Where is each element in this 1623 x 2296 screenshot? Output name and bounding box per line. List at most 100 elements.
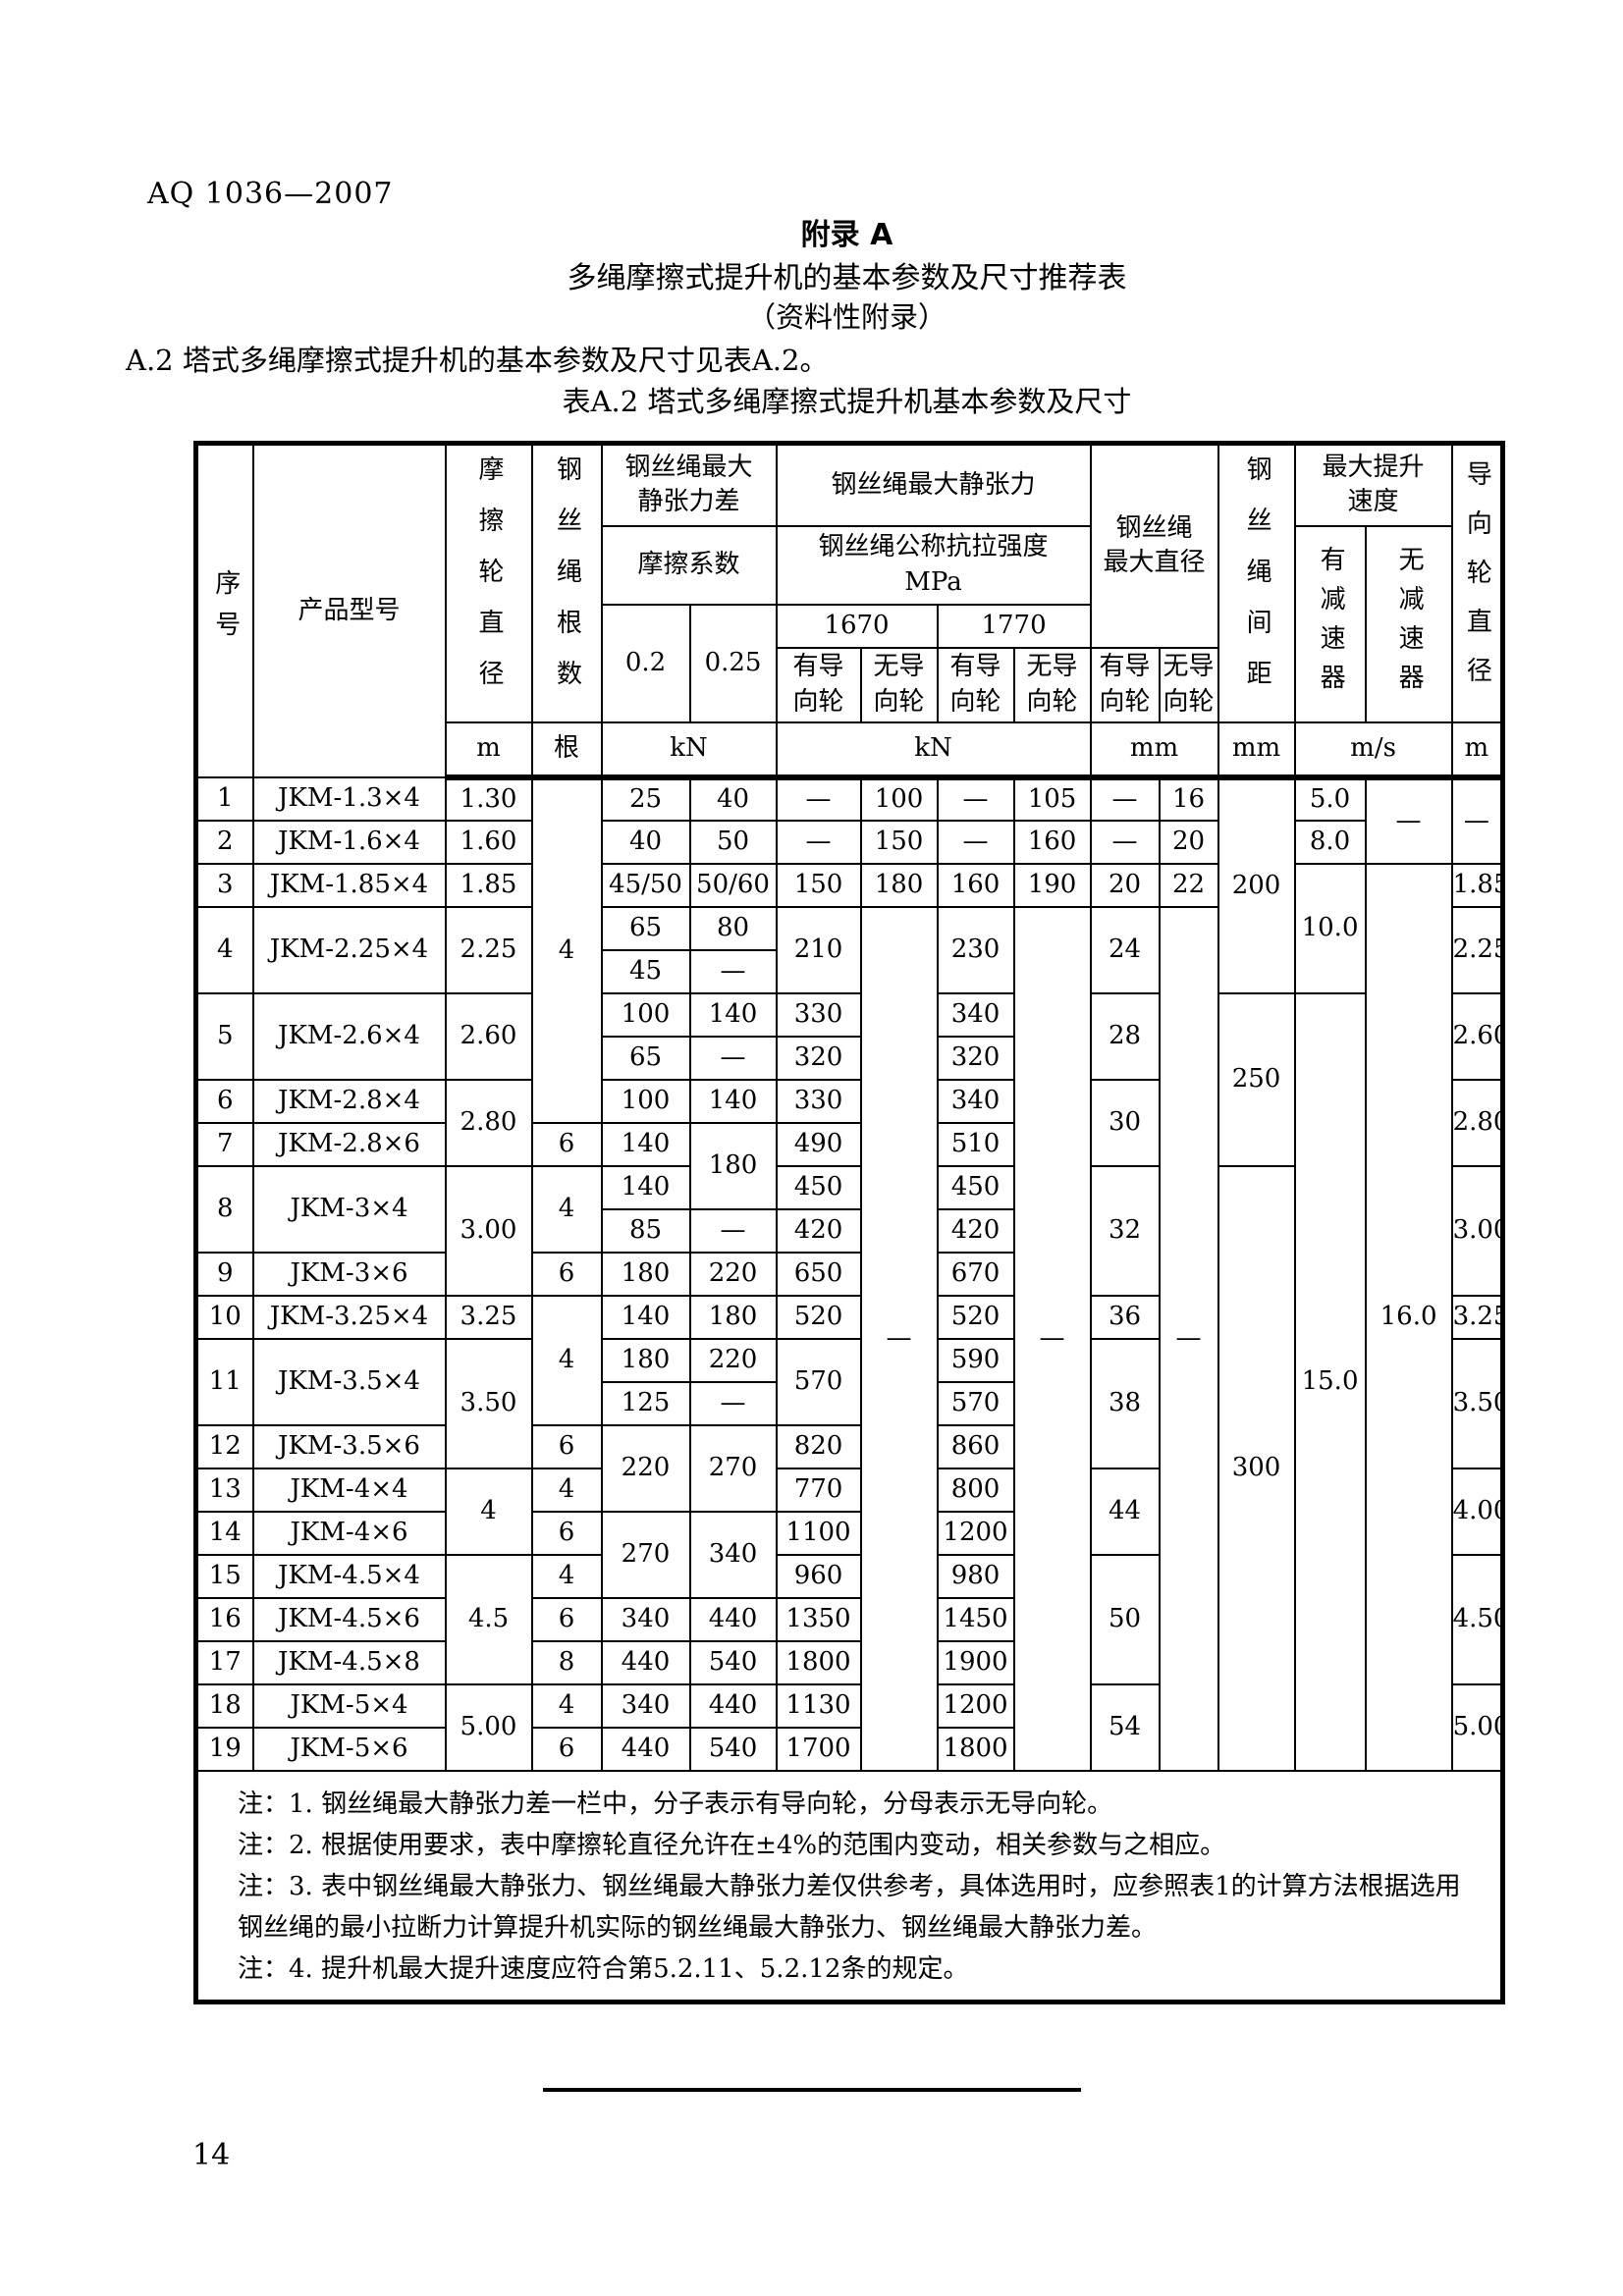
- table-cell: 100: [859, 775, 939, 822]
- table-cell-row: 9 JKM-3×6 6 180 220 650 670: [194, 1251, 1503, 1297]
- table-cell: 440: [688, 1596, 778, 1642]
- table-cell-row: 125— 570: [196, 1380, 1503, 1426]
- table-cell: 50: [688, 819, 778, 865]
- table-cell: 3.25: [444, 1294, 533, 1340]
- page-subtitle: （资料性附录）: [746, 300, 947, 334]
- table-cell-row: 45—: [196, 948, 1503, 994]
- header-cell: m: [1450, 721, 1504, 780]
- table-cell: 6: [530, 1121, 603, 1167]
- table-cell: 770: [775, 1467, 862, 1513]
- header-cell: 有导 向轮: [775, 646, 862, 723]
- table-cell: 960: [775, 1553, 862, 1599]
- table-cell: 440: [688, 1682, 778, 1729]
- table-cell: 5.00: [444, 1682, 533, 1772]
- header-cell: 根: [530, 721, 603, 780]
- table-cell: 540: [688, 1639, 778, 1685]
- table-cell: 3.00: [444, 1164, 533, 1297]
- table-cell: 590: [936, 1337, 1015, 1383]
- header-cell: 钢丝绳间距: [1217, 442, 1296, 723]
- table-cell: 1.85: [444, 862, 533, 908]
- table-cell: —: [1012, 905, 1092, 1772]
- table-cell: 4: [530, 1164, 603, 1254]
- table-cell: 38: [1089, 1337, 1161, 1469]
- notes-row: 注：1. 钢丝绳最大静张力差一栏中，分子表示有导向轮，分母表示无导向轮。注：2.…: [194, 1769, 1504, 2002]
- table-cell: 420: [775, 1207, 862, 1254]
- table-cell: 210: [775, 905, 862, 994]
- table-cell: 3: [194, 862, 254, 908]
- table-cell: 45/50: [600, 862, 691, 908]
- table-cell: 140: [688, 1078, 778, 1124]
- table-cell: JKM-4×4: [251, 1467, 447, 1513]
- table-cell: 15.0: [1293, 991, 1367, 1772]
- note-line: 注：1. 钢丝绳最大静张力差一栏中，分子表示有导向轮，分母表示无导向轮。: [238, 1789, 1113, 1819]
- table-cell: JKM-2.8×4: [251, 1078, 447, 1124]
- table-cell: 4: [530, 1467, 603, 1513]
- table-cell: 8: [530, 1639, 603, 1685]
- table-cell: 340: [936, 1078, 1015, 1124]
- table-cell: 6: [530, 1510, 603, 1556]
- table-cell: 8.0: [1293, 819, 1367, 865]
- table-cell: 340: [936, 991, 1015, 1038]
- table-cell: 180: [859, 862, 939, 908]
- note-line: 注：3. 表中钢丝绳最大静张力、钢丝绳最大静张力差仅供参考，具体选用时，应参照表…: [238, 1871, 1461, 1943]
- table-cell: 330: [775, 1078, 862, 1124]
- header-cell: m: [444, 721, 533, 780]
- table-cell: 2.25: [1450, 905, 1504, 994]
- table-cell: 980: [936, 1553, 1015, 1599]
- header-cell: 无减速器: [1364, 524, 1453, 723]
- header-cell: 摩擦轮直径: [444, 442, 533, 723]
- header-cell: mm: [1089, 721, 1219, 780]
- table-cell: 16.0: [1364, 862, 1453, 1772]
- table-cell: —: [1089, 819, 1161, 865]
- table-cell: 4.5: [444, 1553, 533, 1685]
- table-cell-row: 2 JKM-1.6×4 1.60 40 50—150—160—20 8.0: [194, 819, 1503, 865]
- table-cell: JKM-3.25×4: [251, 1294, 447, 1340]
- table-cell: 65: [600, 1035, 691, 1081]
- table-cell: 1350: [775, 1596, 862, 1642]
- header-cell: m/s: [1293, 721, 1453, 780]
- table-cell: 50/60: [688, 862, 778, 908]
- table-cell: 820: [775, 1423, 862, 1469]
- note-line: 注：2. 根据使用要求，表中摩擦轮直径允许在±4%的范围内变动，相关参数与之相应…: [238, 1830, 1226, 1860]
- table-cell: 1450: [936, 1596, 1015, 1642]
- header-cell: 钢丝绳最大 静张力差: [600, 442, 778, 527]
- table-cell: 36: [1089, 1294, 1161, 1340]
- table-cell: 320: [775, 1035, 862, 1081]
- table-cell: 300: [1217, 1164, 1296, 1772]
- table-cell-row: 12 JKM-3.5×6 6 220 270 820 860: [194, 1423, 1503, 1513]
- table-cell: 6: [530, 1251, 603, 1297]
- table-cell: 330: [775, 991, 862, 1038]
- table-cell: —: [775, 775, 862, 822]
- table-cell: —: [1450, 775, 1504, 865]
- table-cell: 340: [600, 1682, 691, 1729]
- header-cell: 0.2: [600, 603, 691, 723]
- table-cell: 13: [194, 1467, 254, 1513]
- table-cell: 140: [600, 1121, 691, 1167]
- table-cell: 3.50: [444, 1337, 533, 1469]
- table-cell: 16: [194, 1596, 254, 1642]
- table-cell: 4: [530, 1682, 603, 1729]
- table-cell: 12: [194, 1423, 254, 1469]
- header-cell: 导向轮直径: [1450, 442, 1504, 723]
- table-cell: 220: [600, 1423, 691, 1513]
- table-cell: 860: [936, 1423, 1015, 1469]
- table-cell: 4.00: [1450, 1467, 1504, 1556]
- notes-cell: 注：1. 钢丝绳最大静张力差一栏中，分子表示有导向轮，分母表示无导向轮。注：2.…: [194, 1769, 1504, 2002]
- table-cell: JKM-3.5×4: [251, 1337, 447, 1426]
- table-cell: 65: [600, 905, 691, 951]
- table-cell: 8: [194, 1164, 254, 1254]
- table-cell: 540: [688, 1726, 778, 1772]
- table-cell: 100: [600, 1078, 691, 1124]
- header-cell-row: 有导 向轮 无导 向轮 有导 向轮 无导 向轮 有导 向轮 无导 向轮: [196, 646, 1503, 723]
- header-cell-row: 摩擦系数 钢丝绳公称抗拉强度 MPa 有减速器 无减速器: [196, 524, 1503, 723]
- table-cell: 80: [688, 905, 778, 951]
- table-cell: 180: [600, 1337, 691, 1383]
- header-cell: 序号: [194, 442, 254, 778]
- doc-code: AQ 1036—2007: [147, 177, 394, 211]
- table-cell: JKM-3×6: [251, 1251, 447, 1297]
- table-cell: 15: [194, 1553, 254, 1599]
